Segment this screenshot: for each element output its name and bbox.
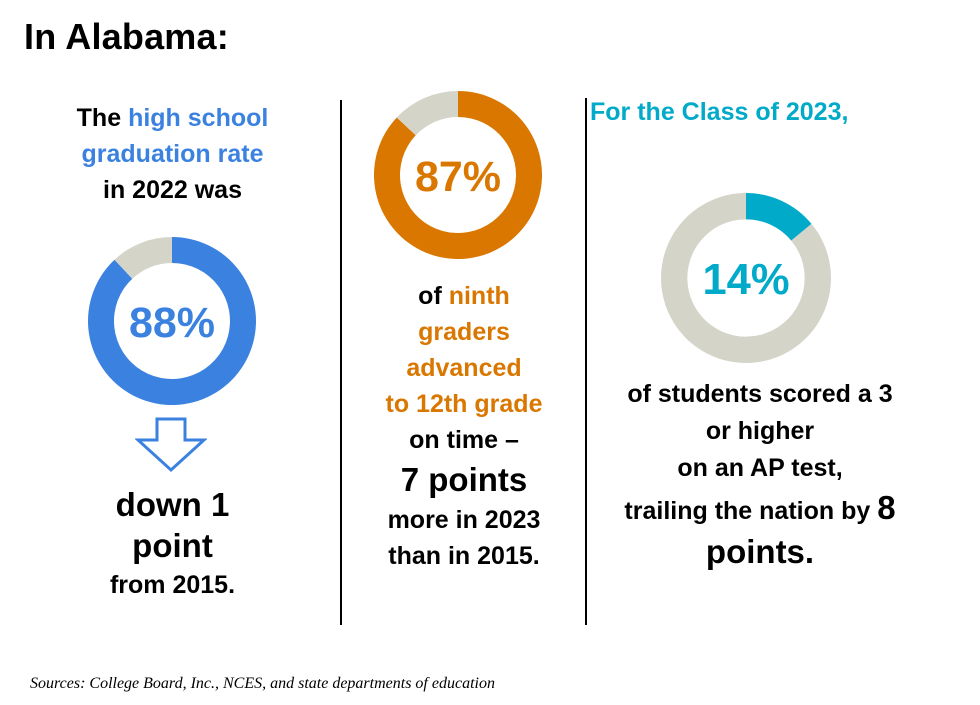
ninth-line-5: on time – [345, 422, 583, 458]
ap-trail-text: trailing the nation by [624, 497, 878, 525]
ninth-line-4: to 12th grade [345, 386, 583, 422]
slice-graduation-rate [87, 237, 256, 405]
after-line-2: than in 2015. [388, 542, 540, 570]
divider-right [585, 98, 587, 625]
ninth-line-3-seg-1: advanced [406, 354, 522, 382]
slice-remainder [114, 237, 172, 279]
intro-line-2-seg-1: graduation rate [81, 140, 264, 168]
slice-remainder [661, 193, 831, 363]
divider-left [340, 100, 342, 625]
ap-line-1: of students scored a 3 [627, 380, 893, 408]
col-ap-test: of students scored a 3 or higher on an A… [590, 376, 930, 572]
big-points: 7 points [400, 461, 528, 498]
ninth-line-3: advanced [345, 350, 583, 386]
donut-center-label: 87% [415, 153, 501, 201]
intro-line-2: graduation rate [20, 136, 325, 172]
intro-line-3-seg-1: in 2022 was [103, 176, 242, 204]
ninth-line-1-seg-2: ninth [448, 282, 510, 310]
ap-heading: For the Class of 2023, [590, 98, 849, 126]
ninth-line-1-seg-1: of [418, 282, 449, 310]
ninth-line-1: of ninth [345, 278, 583, 314]
ninth-graders-text: of ninth graders advanced to 12th grade on t… [345, 278, 583, 458]
col-graduation: The high school graduation rate in 2022 wa… [20, 100, 325, 208]
detail-line-2: point [132, 527, 213, 564]
ninth-line-2: graders [345, 314, 583, 350]
ap-line-3: on an AP test, [677, 454, 843, 482]
slice-remainder [396, 91, 458, 136]
col-ninth-graders: of ninth graders advanced to 12th grade on t… [345, 278, 583, 574]
ap-trail-number: 8 [877, 489, 896, 526]
sources-note: Sources: College Board, Inc., NCES, and … [30, 675, 495, 692]
donut-center-label: 14% [702, 256, 789, 304]
ap-line-2: or higher [705, 417, 815, 445]
donut-center-label: 88% [129, 299, 215, 347]
down-arrow-icon [135, 417, 207, 473]
ninth-line-2-seg-1: graders [418, 318, 510, 346]
page-title: In Alabama: [24, 16, 229, 57]
slice-scored-3-or-higher [746, 193, 812, 241]
detail-line-1: down 1 [115, 486, 230, 523]
ap-trail: trailing the nation by 8 [590, 487, 930, 532]
ninth-line-5-seg-1: on time – [409, 426, 519, 454]
detail-line-3: from 2015. [109, 571, 236, 599]
slice-advanced-on-time [374, 91, 542, 259]
donut-ninth-graders: 87% [374, 91, 542, 259]
donut-graduation: 88% [87, 237, 256, 405]
graduation-detail: down 1 point from 2015. [20, 485, 325, 603]
intro-line-1-seg-2: high school [128, 104, 269, 132]
intro-line-1: The high school [20, 100, 325, 136]
ap-last: points. [705, 533, 815, 570]
intro-line-1-seg-1: The [76, 104, 129, 132]
intro-line-3: in 2022 was [20, 172, 325, 208]
after-line-1: more in 2023 [387, 506, 541, 534]
graduation-intro: The high school graduation rate in 2022 wa… [20, 100, 325, 208]
donut-ap-test: 14% [661, 193, 831, 363]
ninth-line-4-seg-1: to 12th grade [385, 390, 543, 418]
